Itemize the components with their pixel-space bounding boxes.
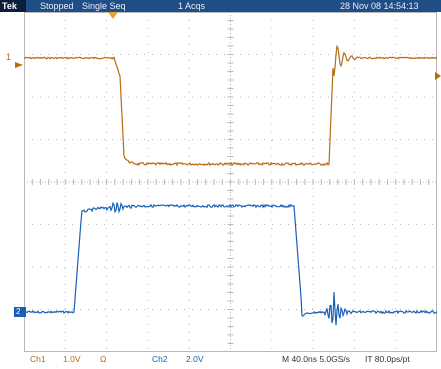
ch2-ground-marker-icon[interactable]: 2 [14,307,26,317]
ch1-label[interactable]: Ch1 [30,354,46,364]
ch1-marker-arrow [15,55,23,73]
ch2-scale[interactable]: 2.0V [186,354,204,364]
ch2-waveform [23,201,438,326]
ch1-scale[interactable]: 1.0V [63,354,81,364]
trigger-position-icon[interactable] [108,12,118,20]
acquisition-mode: Single Seq [82,1,126,11]
ch2-label[interactable]: Ch2 [152,354,168,364]
tek-logo: Tek [0,0,26,12]
ch1-ground-marker-icon[interactable]: 1 [6,52,11,62]
ch1-coupling: Ω [100,354,107,364]
waveform-screen [23,11,438,353]
interpolation-readout: IT 80.0ps/pt [365,354,410,364]
ch2-marker-label: 2 [16,307,21,316]
readout-bar [0,352,441,369]
date-time: 28 Nov 08 14:54:13 [340,1,419,11]
acquisition-state: Stopped [40,1,74,11]
brand-label: Tek [2,1,17,11]
timebase-readout[interactable]: M 40.0ns 5.0GS/s [282,354,351,364]
status-bar: Tek Stopped Single Seq 1 Acqs 28 Nov 08 … [0,0,441,12]
ch1-offscreen-arrow-icon [435,67,441,85]
ch1-waveform [23,44,438,167]
ch1-marker-label: 1 [6,52,12,62]
waveform-graticule [23,11,438,353]
graticule-grid [23,11,438,353]
acquisition-count: 1 Acqs [178,1,206,11]
